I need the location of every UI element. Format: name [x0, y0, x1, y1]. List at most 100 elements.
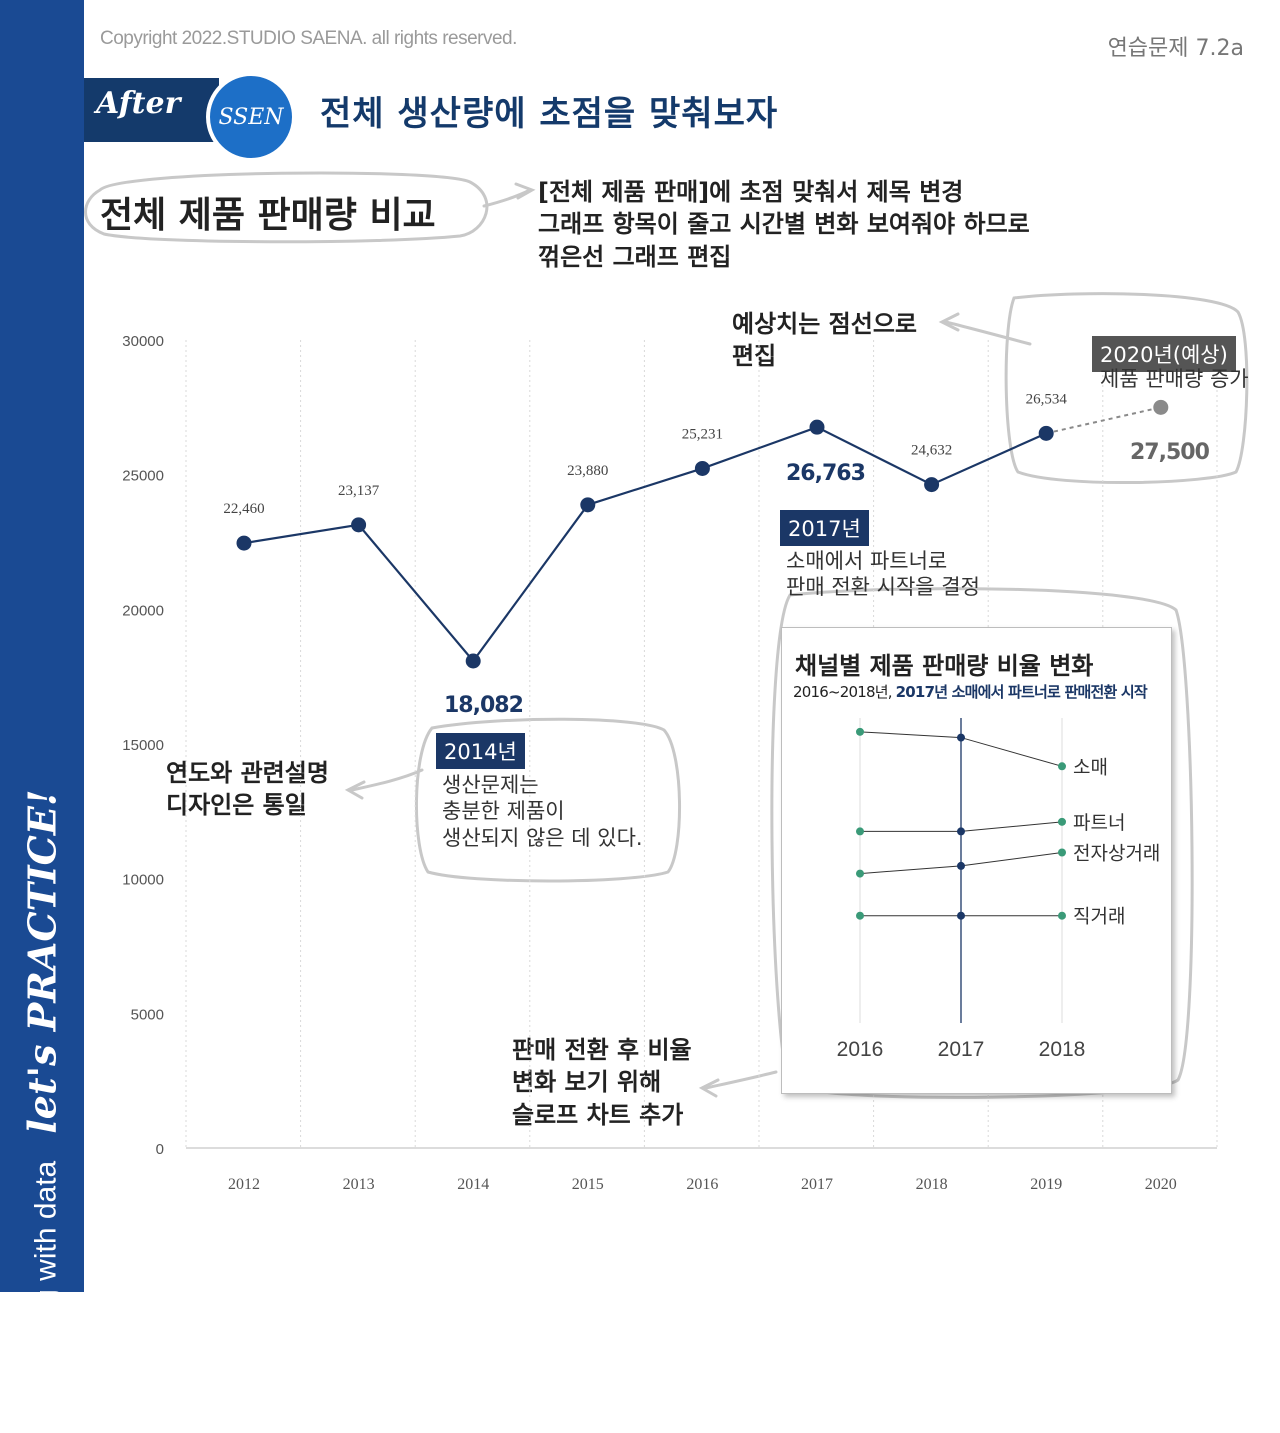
sidebar [0, 0, 84, 1292]
annotation-2017-text: 소매에서 파트너로 판매 전환 시작을 결정 [786, 548, 980, 601]
data-point [580, 497, 596, 513]
x-tick-label: 2012 [228, 1176, 260, 1193]
inset-point [957, 861, 965, 870]
forecast-note-arrowhead [938, 312, 960, 332]
data-label: 22,460 [223, 501, 264, 517]
design-note-line: 연도와 관련설명 [166, 759, 329, 787]
inset-point [856, 827, 864, 836]
y-tick-label: 0 [156, 1141, 164, 1158]
slope-note-line: 슬로프 차트 추가 [512, 1100, 684, 1129]
data-point [809, 419, 825, 435]
inset-point [957, 911, 965, 920]
value-2014: 18,082 [444, 693, 524, 718]
data-point [236, 535, 252, 551]
annotation-line: 생산문제는 [442, 773, 539, 797]
slope-note-arrow [704, 1070, 778, 1090]
sketch-overlay [84, 171, 1249, 1099]
chart-title: 전체 제품 판매량 비교 [100, 195, 436, 236]
forecast-note-arrow [944, 320, 1032, 346]
slope-note-line: 변화 보기 위해 [512, 1068, 662, 1097]
annotation-line: 충분한 제품이 [442, 799, 565, 824]
y-tick-label: 5000 [131, 1006, 164, 1023]
inset-series-label: 소매 [1073, 756, 1108, 778]
data-label: 24,632 [911, 443, 952, 459]
data-point [924, 477, 940, 493]
data-label: 26,534 [1026, 391, 1068, 407]
inset-point [957, 827, 965, 836]
x-tick-label: 2018 [916, 1176, 948, 1193]
title-note-line: [전체 제품 판매]에 초점 맞춰서 제목 변경 [538, 178, 964, 206]
inset-subtitle: 2016~2018년, 2017년 소매에서 파트너로 판매전환 시작 [793, 681, 1148, 702]
data-point [694, 460, 710, 476]
data-label: 25,231 [682, 426, 723, 442]
exercise-number: 연습문제 7.2a [1107, 36, 1244, 61]
series-line-sales [243, 425, 1047, 663]
x-tick-label: 2013 [343, 1176, 375, 1193]
title-note-arrowhead [514, 182, 536, 200]
inset-point [1058, 848, 1066, 857]
value-2017: 26,763 [786, 461, 866, 486]
x-tick-label: 2015 [572, 1176, 604, 1193]
inset-point [957, 733, 965, 742]
slope-note-arrowhead [698, 1078, 720, 1098]
annotation-2020-text: 제품 판매량 증가 [1100, 366, 1249, 392]
y-tick-label: 25000 [122, 468, 164, 485]
inset-point [856, 869, 864, 878]
y-tick-label: 10000 [122, 872, 164, 889]
inset-subtitle-bold: 2017년 소매에서 파트너로 판매전환 시작 [895, 683, 1148, 701]
forecast-note-line: 예상치는 점선으로 [732, 310, 917, 338]
copyright-text: Copyright 2022.STUDIO SAENA. all rights … [100, 28, 517, 49]
inset-x-label: 2018 [1039, 1038, 1086, 1061]
data-label: 23,137 [338, 483, 380, 499]
ssen-label: SSEN [218, 104, 284, 130]
annotation-line: 생산되지 않은 데 있다. [442, 825, 643, 850]
forecast-note-line: 편집 [732, 342, 777, 371]
x-tick-label: 2019 [1030, 1176, 1062, 1193]
design-note-line: 디자인은 통일 [166, 791, 307, 820]
design-note: 연도와 관련설명 디자인은 통일 [166, 757, 329, 822]
inset-point [1058, 817, 1066, 826]
inset-x-label: 2017 [938, 1038, 985, 1061]
x-tick-label: 2014 [457, 1176, 489, 1193]
title-note-line: 그래프 항목이 줄고 시간별 변화 보여줘야 하므로 [538, 210, 1030, 239]
inset-point [1058, 762, 1066, 771]
data-point [351, 517, 367, 533]
y-tick-label: 20000 [122, 602, 164, 619]
inset-point [1058, 911, 1066, 920]
headline: 전체 생산량에 초점을 맞춰보자 [320, 94, 779, 134]
data-point [1038, 425, 1054, 441]
after-banner [84, 78, 219, 142]
after-label: After [96, 86, 181, 121]
y2014-sketch-oval [414, 717, 682, 883]
main-line-chart: 0 5000 10000 15000 20000 25000 30000 2012 2013 20… [122, 333, 1218, 1193]
label-2017: 2017년 [780, 510, 869, 546]
y-tick-label: 15000 [122, 737, 164, 754]
label-2020: 2020년(예상) [1092, 336, 1236, 372]
slope-note: 판매 전환 후 비율 변화 보기 위해 슬로프 차트 추가 [512, 1034, 692, 1131]
inset-subtitle-plain: 2016~2018년, [793, 683, 896, 701]
inset-point [856, 911, 864, 920]
forecast-point [1153, 399, 1169, 415]
forecast-note: 예상치는 점선으로 편집 [732, 308, 917, 373]
inset-title: 채널별 제품 판매량 비율 변화 [795, 652, 1094, 680]
x-tick-label: 2017 [801, 1176, 833, 1193]
annotation-line: 소매에서 파트너로 [786, 549, 948, 573]
forecast-sketch-oval [1004, 292, 1249, 485]
annotation-2014-text: 생산문제는 충분한 제품이 생산되지 않은 데 있다. [442, 772, 643, 851]
inset-series-label: 파트너 [1073, 812, 1125, 834]
design-note-arrow [350, 768, 424, 792]
value-2020: 27,500 [1130, 440, 1210, 465]
x-tick-label: 2020 [1145, 1176, 1177, 1193]
inset-series-label: 전자상거래 [1073, 843, 1160, 865]
inset-panel [781, 627, 1172, 1094]
annotation-line: 판매 전환 시작을 결정 [786, 575, 980, 600]
inset-series-label: 직거래 [1073, 906, 1125, 928]
slope-note-line: 판매 전환 후 비율 [512, 1036, 692, 1064]
design-note-arrowhead [344, 780, 366, 800]
inset-x-label: 2016 [837, 1038, 884, 1061]
y-tick-label: 30000 [122, 333, 164, 350]
title-note: [전체 제품 판매]에 초점 맞춰서 제목 변경 그래프 항목이 줄고 시간별 … [538, 176, 1030, 273]
data-point [465, 653, 481, 669]
annotation-line: 제품 판매량 증가 [1100, 367, 1249, 391]
